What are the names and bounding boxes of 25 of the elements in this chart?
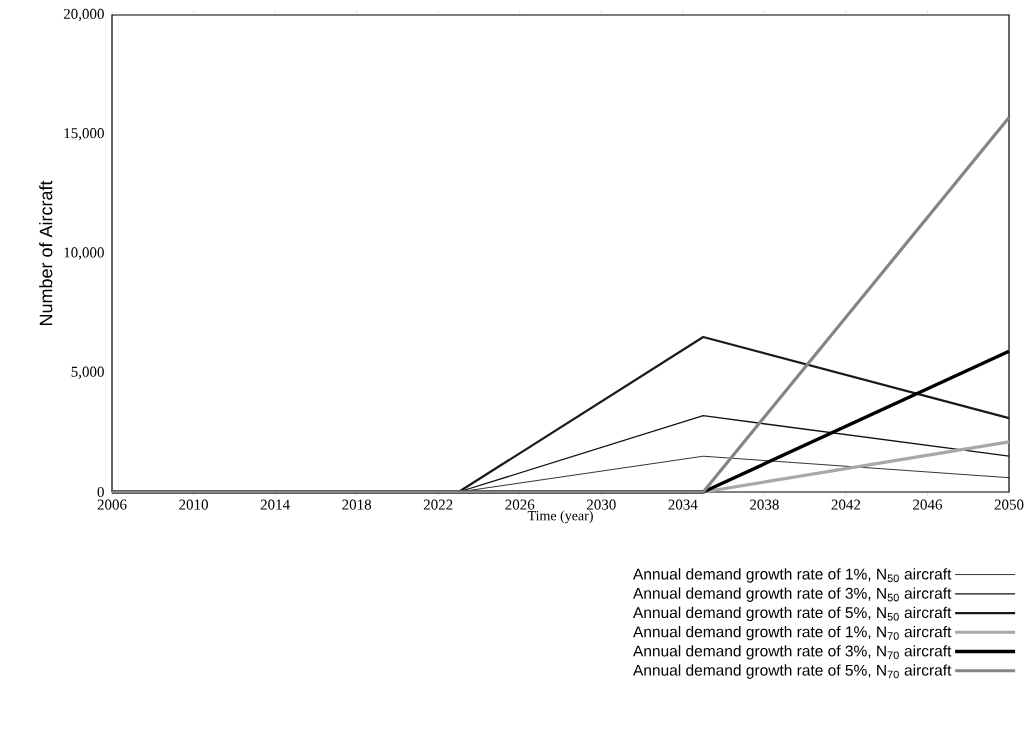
legend-label: Annual demand growth rate of 5%, N$_{50}$ aircraft xyxy=(633,606,952,622)
x-tick-label: 2026 xyxy=(505,499,535,510)
y-tick-label: 20,000 xyxy=(63,8,104,22)
x-tick-label: 2010 xyxy=(179,499,208,510)
y-tick-label: 5,000 xyxy=(71,366,104,379)
x-tick-label: 2046 xyxy=(913,499,943,510)
x-tick-label: 2034 xyxy=(668,499,698,510)
legend-label: Annual demand growth rate of 3%, N$_{50}$ aircraft xyxy=(633,587,952,602)
x-tick-label: 2006 xyxy=(97,499,127,510)
y-tick-label: 15,000 xyxy=(64,128,104,141)
x-tick-label: 2018 xyxy=(342,499,372,510)
legend-label: Annual demand growth rate of 1%, N$_{50}$ aircraft xyxy=(633,568,952,583)
x-tick-label: 2022 xyxy=(423,499,453,510)
x-tick-label: 2050 xyxy=(994,499,1024,510)
legend-label: Annual demand growth rate of 3%, N$_{70}$ aircraft xyxy=(633,645,952,660)
y-axis-title: Number of Aircraft xyxy=(39,180,53,326)
y-tick-label: 0 xyxy=(97,486,104,498)
x-tick-label: 2030 xyxy=(586,499,616,510)
x-tick-label: 2014 xyxy=(260,499,290,510)
x-axis-title: Time (year) xyxy=(527,510,593,524)
legend-label: Annual demand growth rate of 1%, N$_{70}$ aircraft xyxy=(633,625,952,641)
legend-label: Annual demand growth rate of 5%, N$_{70}$ aircraft xyxy=(633,664,952,679)
x-tick-label: 2042 xyxy=(831,499,861,510)
x-tick-label: 2038 xyxy=(750,499,779,510)
y-tick-label: 10,000 xyxy=(64,247,104,260)
